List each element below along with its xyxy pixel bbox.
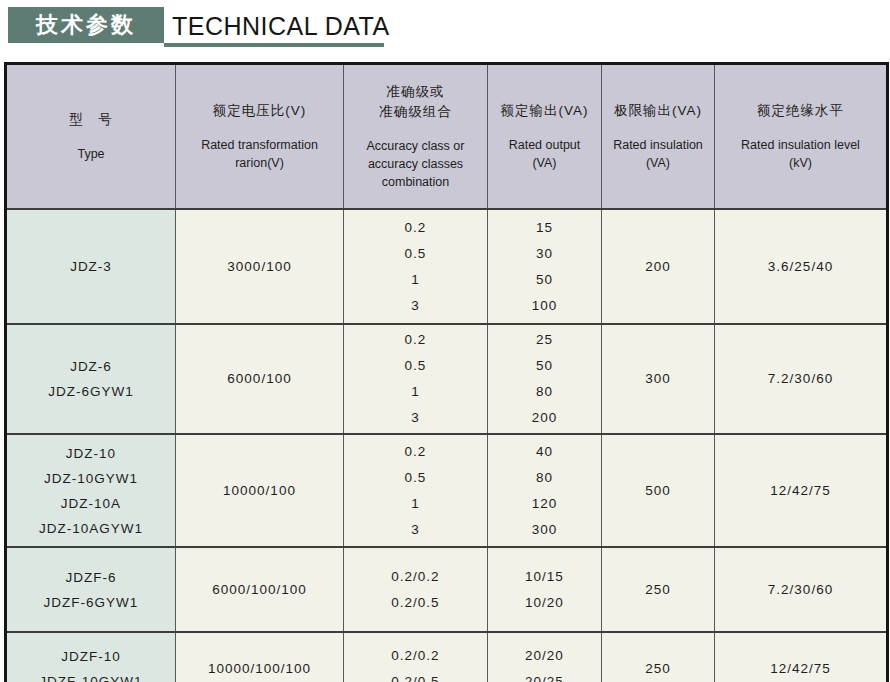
- title-banner: 技术参数: [8, 7, 164, 43]
- cell-insulation-level: 3.6/25/40: [715, 209, 888, 324]
- column-header-output: 额定输出(VA) Rated output (VA): [488, 64, 602, 210]
- table-row: JDZF-6 JDZF-6GYW1 6000/100/100 0.2/0.2 0…: [6, 547, 888, 632]
- column-header-insulation-level-en: Rated insulation level (kV): [719, 136, 882, 172]
- cell-type: JDZ-3: [6, 209, 176, 324]
- column-header-ratio-en: Rated transformation rarion(V): [180, 136, 339, 172]
- page-header: 技术参数 TECHNICAL DATA: [0, 0, 890, 56]
- column-header-limit: 极限输出(VA) Rated insulation (VA): [602, 64, 715, 210]
- page: 技术参数 TECHNICAL DATA 型 号 Type 额定电压比(V) Ra…: [0, 0, 890, 682]
- cell-accuracy: 0.2 0.5 1 3: [344, 209, 488, 324]
- table-body: JDZ-3 3000/100 0.2 0.5 1 3 15 30 50 100 …: [6, 209, 888, 682]
- header-row: 型 号 Type 额定电压比(V) Rated transformation r…: [6, 64, 888, 210]
- column-header-type-zh: 型 号: [11, 110, 171, 130]
- cell-output: 40 80 120 300: [488, 434, 602, 547]
- table-row: JDZ-10 JDZ-10GYW1 JDZ-10A JDZ-10AGYW1 10…: [6, 434, 888, 547]
- column-header-limit-en: Rated insulation (VA): [606, 136, 710, 172]
- cell-accuracy: 0.2 0.5 1 3: [344, 324, 488, 434]
- cell-insulation-level: 7.2/30/60: [715, 324, 888, 434]
- cell-ratio: 6000/100/100: [176, 547, 344, 632]
- cell-insulation-level: 12/42/75: [715, 434, 888, 547]
- column-header-accuracy: 准确级或 准确级组合 Accuracy class or accuracy cl…: [344, 64, 488, 210]
- cell-limit: 300: [602, 324, 715, 434]
- column-header-insulation-level-zh: 额定绝缘水平: [719, 101, 882, 121]
- cell-limit: 250: [602, 547, 715, 632]
- cell-ratio: 10000/100: [176, 434, 344, 547]
- cell-ratio: 6000/100: [176, 324, 344, 434]
- column-header-output-zh: 额定输出(VA): [492, 101, 597, 121]
- cell-accuracy: 0.2/0.2 0.2/0.5: [344, 547, 488, 632]
- table-row: JDZF-10 JDZF-10GYW1 10000/100/100 0.2/0.…: [6, 632, 888, 682]
- cell-insulation-level: 12/42/75: [715, 632, 888, 682]
- cell-ratio: 10000/100/100: [176, 632, 344, 682]
- title-underline: [164, 43, 384, 47]
- column-header-accuracy-en: Accuracy class or accuracy classes combi…: [348, 137, 483, 191]
- column-header-ratio: 额定电压比(V) Rated transformation rarion(V): [176, 64, 344, 210]
- cell-output: 25 50 80 200: [488, 324, 602, 434]
- cell-output: 10/15 10/20: [488, 547, 602, 632]
- column-header-ratio-zh: 额定电压比(V): [180, 101, 339, 121]
- cell-accuracy: 0.2 0.5 1 3: [344, 434, 488, 547]
- cell-type: JDZ-10 JDZ-10GYW1 JDZ-10A JDZ-10AGYW1: [6, 434, 176, 547]
- cell-insulation-level: 7.2/30/60: [715, 547, 888, 632]
- column-header-accuracy-zh: 准确级或 准确级组合: [348, 82, 483, 122]
- cell-type: JDZ-6 JDZ-6GYW1: [6, 324, 176, 434]
- table-header: 型 号 Type 额定电压比(V) Rated transformation r…: [6, 64, 888, 210]
- column-header-insulation-level: 额定绝缘水平 Rated insulation level (kV): [715, 64, 888, 210]
- page-title-en: TECHNICAL DATA: [172, 12, 390, 41]
- cell-output: 20/20 20/25: [488, 632, 602, 682]
- table-row: JDZ-6 JDZ-6GYW1 6000/100 0.2 0.5 1 3 25 …: [6, 324, 888, 434]
- cell-accuracy: 0.2/0.2 0.2/0.5: [344, 632, 488, 682]
- column-header-limit-zh: 极限输出(VA): [606, 101, 710, 121]
- cell-limit: 500: [602, 434, 715, 547]
- column-header-type-en: Type: [11, 145, 171, 163]
- page-title-zh: 技术参数: [36, 10, 136, 40]
- column-header-output-en: Rated output (VA): [492, 136, 597, 172]
- cell-limit: 200: [602, 209, 715, 324]
- table-row: JDZ-3 3000/100 0.2 0.5 1 3 15 30 50 100 …: [6, 209, 888, 324]
- column-header-type: 型 号 Type: [6, 64, 176, 210]
- technical-data-table: 型 号 Type 额定电压比(V) Rated transformation r…: [4, 62, 889, 682]
- cell-type: JDZF-6 JDZF-6GYW1: [6, 547, 176, 632]
- cell-ratio: 3000/100: [176, 209, 344, 324]
- cell-limit: 250: [602, 632, 715, 682]
- cell-output: 15 30 50 100: [488, 209, 602, 324]
- cell-type: JDZF-10 JDZF-10GYW1: [6, 632, 176, 682]
